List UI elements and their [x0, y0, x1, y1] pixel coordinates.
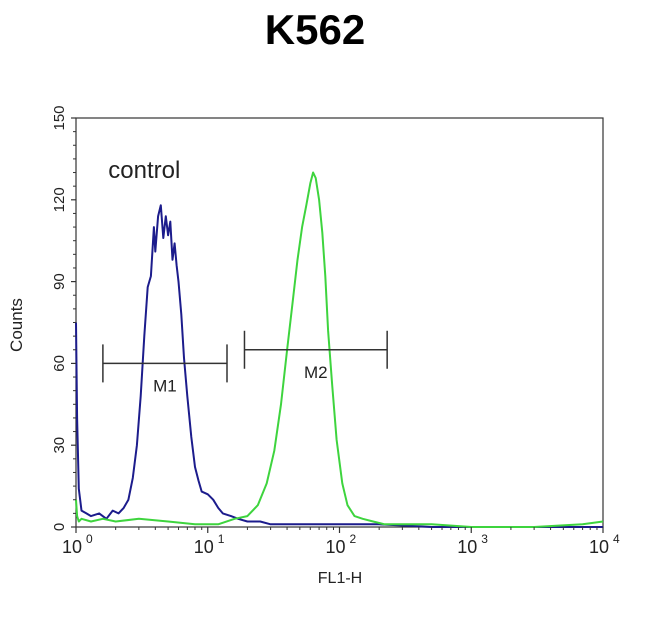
x-tick-label: 10: [62, 537, 82, 557]
y-tick-label: 120: [51, 187, 68, 212]
x-tick-label: 10: [325, 537, 345, 557]
x-axis-label: FL1-H: [318, 570, 362, 587]
y-axis-label: Counts: [7, 298, 26, 352]
x-tick-label: 10: [457, 537, 477, 557]
y-tick-label: 30: [51, 437, 68, 454]
x-tick-exponent: 3: [481, 532, 488, 546]
y-tick-label: 150: [51, 105, 68, 130]
x-tick-label: 10: [589, 537, 609, 557]
y-tick-label: 90: [51, 273, 68, 290]
x-tick-exponent: 2: [350, 532, 357, 546]
x-tick-exponent: 0: [86, 532, 93, 546]
gate-label: M1: [153, 376, 177, 395]
y-tick-label: 60: [51, 355, 68, 372]
histogram-series-2: [75, 171, 604, 528]
x-tick-exponent: 4: [613, 532, 620, 546]
x-tick-exponent: 1: [218, 532, 225, 546]
chart-title: K562: [264, 6, 366, 53]
x-tick-label: 10: [194, 537, 214, 557]
gate-m1: M1: [102, 344, 228, 395]
y-tick-label: 0: [51, 523, 68, 531]
histogram-series-1: [75, 204, 603, 528]
gate-label: M2: [304, 363, 328, 382]
annotation-label: control: [108, 157, 180, 184]
gate-m2: M2: [243, 330, 388, 382]
